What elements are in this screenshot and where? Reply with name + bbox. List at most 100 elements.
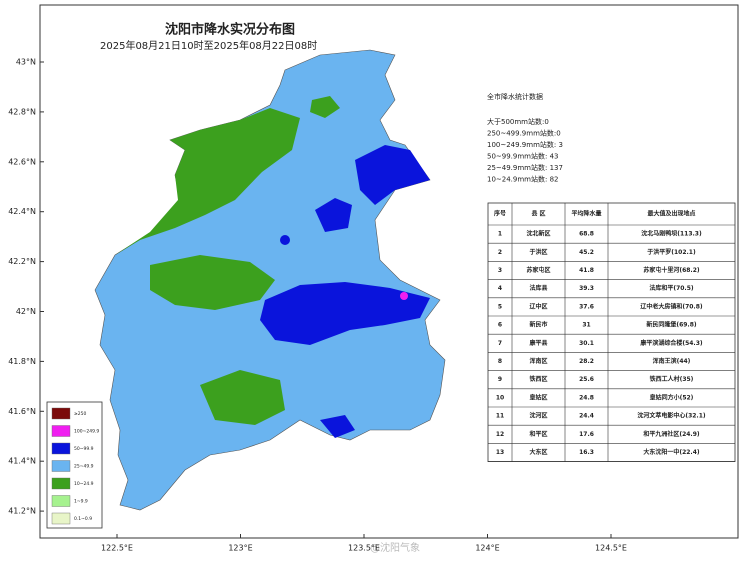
lon-tick-label: 122.5°E xyxy=(101,544,133,553)
table-header: 最大值及出现地点 xyxy=(647,210,695,218)
stats-line: 100~249.9mm站数: 3 xyxy=(487,140,563,149)
region-green-w xyxy=(150,255,275,310)
table-cell: 25.6 xyxy=(579,376,594,383)
table-cell: 浑南区 xyxy=(529,357,547,365)
table-cell: 11 xyxy=(496,413,504,420)
lon-tick-label: 124.5°E xyxy=(595,544,627,553)
table-cell: 30.1 xyxy=(579,340,594,347)
table-cell: 4 xyxy=(498,285,502,292)
table-cell: 新民同隆堡(69.8) xyxy=(646,321,697,329)
table-cell: 苏家屯区 xyxy=(526,266,550,274)
table-cell: 新民市 xyxy=(529,321,547,329)
table-cell: 大东沈阳一中(22.4) xyxy=(643,448,700,456)
table-cell: 辽中老大房镇和(70.8) xyxy=(640,302,703,310)
table-cell: 5 xyxy=(498,303,502,310)
region-green-s xyxy=(200,370,285,425)
table-cell: 13 xyxy=(496,449,504,456)
table-cell: 2 xyxy=(498,249,502,256)
lat-tick-label: 42°N xyxy=(16,307,36,316)
table-cell: 39.3 xyxy=(579,285,594,292)
table-cell: 沈北马刚鸭坝(113.3) xyxy=(641,230,702,238)
table-cell: 康平县 xyxy=(528,339,547,347)
table-cell: 37.6 xyxy=(579,303,594,310)
lat-tick-label: 42.6°N xyxy=(8,157,36,166)
legend-label: 25~49.9 xyxy=(74,464,94,470)
stats-line: 10~24.9mm站数: 82 xyxy=(487,175,559,184)
lat-tick-label: 42.4°N xyxy=(8,207,36,216)
table-header: 序号 xyxy=(493,210,506,218)
table-cell: 45.2 xyxy=(579,249,594,256)
table-cell: 皇姑同方小(52) xyxy=(650,393,694,401)
legend-label: 10~24.9 xyxy=(74,481,94,487)
region-magenta xyxy=(400,292,408,300)
table-cell: 辽中区 xyxy=(529,302,547,310)
table-cell: 28.2 xyxy=(579,358,594,365)
lat-tick-label: 41.8°N xyxy=(8,357,36,366)
legend-label: 100~249.9 xyxy=(74,429,99,435)
lat-tick-label: 41.4°N xyxy=(8,457,36,466)
legend-swatch xyxy=(51,495,71,507)
table-cell: 68.8 xyxy=(579,231,594,238)
legend-swatch xyxy=(51,407,71,420)
table-cell: 24.8 xyxy=(579,394,594,401)
watermark: @沈阳气象 xyxy=(370,541,420,554)
lat-tick-label: 41.2°N xyxy=(8,507,36,516)
table-cell: 31 xyxy=(582,322,590,329)
legend-label: 1~9.9 xyxy=(74,499,88,505)
table-cell: 24.4 xyxy=(579,413,594,420)
stats-title: 全市降水统计数据 xyxy=(487,92,543,101)
table-cell: 沈河区 xyxy=(529,412,547,420)
table-cell: 17.6 xyxy=(579,431,594,438)
table-cell: 于洪平罗(102.1) xyxy=(647,248,696,256)
region-dark-blue-center xyxy=(260,282,430,345)
table-header: 平均降水量 xyxy=(571,210,601,218)
region-dark-blue-se xyxy=(320,415,355,438)
legend-swatch xyxy=(51,460,71,472)
lon-tick-label: 123.5°E xyxy=(348,544,380,553)
lat-tick-label: 41.6°N xyxy=(8,407,36,416)
table-cell: 3 xyxy=(498,267,502,274)
legend-swatch xyxy=(51,477,71,490)
lat-tick-label: 42.8°N xyxy=(8,107,36,116)
table-cell: 41.8 xyxy=(579,267,594,274)
region-dark-blue-dot xyxy=(280,235,290,245)
legend-swatch xyxy=(51,425,71,437)
table-cell: 法库县 xyxy=(529,284,547,292)
table-cell: 和平区 xyxy=(528,430,547,438)
table-cell: 铁西区 xyxy=(529,375,547,383)
table-cell: 1 xyxy=(498,231,502,238)
table-cell: 12 xyxy=(496,431,504,438)
table-cell: 于洪区 xyxy=(529,248,547,256)
lat-tick-label: 43°N xyxy=(16,58,36,67)
table-cell: 和平九洲社区(24.9) xyxy=(642,430,700,438)
region-green-n xyxy=(310,96,340,118)
table-cell: 7 xyxy=(498,340,502,347)
table-cell: 皇姑区 xyxy=(529,393,547,401)
legend-label: 0.1~0.9 xyxy=(74,516,92,522)
stats-line: 25~49.9mm站数: 137 xyxy=(487,163,563,172)
lon-tick-label: 124°E xyxy=(475,544,499,553)
region-dark-blue-east xyxy=(355,145,430,205)
table-cell: 16.3 xyxy=(579,449,594,456)
table-cell: 沈河文萃电影中心(32.1) xyxy=(637,412,706,420)
table-cell: 9 xyxy=(498,376,502,383)
stats-line: 250~499.9mm站数:0 xyxy=(487,129,561,138)
map-title: 沈阳市降水实况分布图 xyxy=(165,22,295,38)
legend-swatch xyxy=(51,442,71,455)
table-cell: 苏家屯十里河(68.2) xyxy=(643,266,700,274)
legend-label: 50~99.9 xyxy=(74,446,94,452)
lon-tick-label: 123°E xyxy=(228,544,252,553)
lat-tick-label: 42.2°N xyxy=(8,257,36,266)
table-cell: 康平滨湖综合楼(54.3) xyxy=(639,339,703,347)
table-cell: 浑南王滨(44) xyxy=(653,357,691,365)
stats-line: 50~99.9mm站数: 43 xyxy=(487,152,559,161)
table-cell: 沈北新区 xyxy=(526,230,550,238)
table-cell: 10 xyxy=(496,394,504,401)
table-cell: 铁西工人村(35) xyxy=(650,375,694,383)
table-cell: 法库和平(70.5) xyxy=(649,284,694,292)
legend-label: ≥250 xyxy=(74,411,86,417)
table-frame xyxy=(487,202,736,463)
precip-map xyxy=(94,49,446,511)
legend-swatch xyxy=(51,512,71,525)
